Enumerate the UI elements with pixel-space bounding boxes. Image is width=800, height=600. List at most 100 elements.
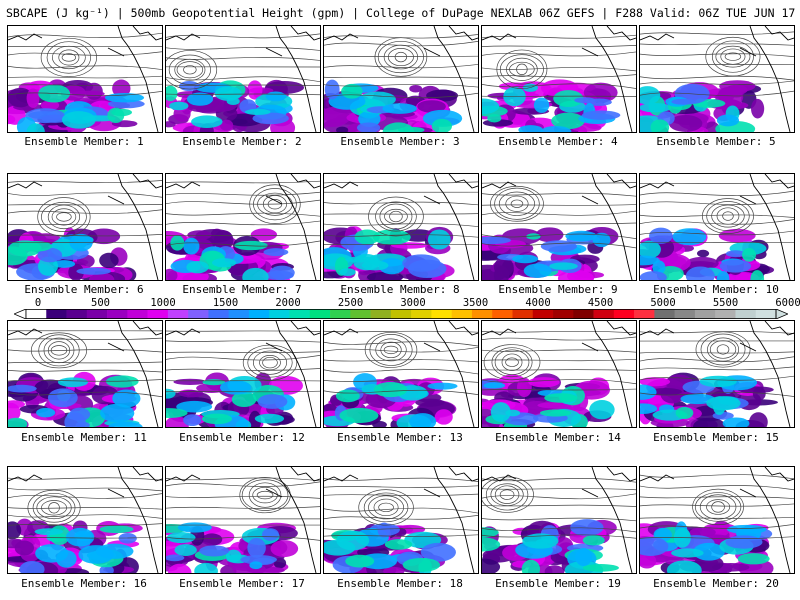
colorbar-tick-label: 1000 — [150, 297, 176, 309]
colorbar-swatch — [532, 309, 554, 319]
coastline — [166, 321, 320, 427]
ensemble-member-map — [639, 466, 795, 574]
ensemble-member-caption: Ensemble Member: 8 — [340, 283, 460, 296]
height-contours — [640, 331, 794, 397]
colorbar-tick-label: 2000 — [275, 297, 301, 309]
colorbar-swatch — [370, 309, 392, 319]
coastline — [8, 26, 162, 132]
ensemble-member-caption: Ensemble Member: 17 — [179, 577, 305, 590]
sbcape-shading — [640, 80, 765, 132]
ensemble-member-caption: Ensemble Member: 15 — [653, 431, 779, 444]
ensemble-member-caption: Ensemble Member: 2 — [182, 135, 302, 148]
colorbar-tick-label: 5500 — [712, 297, 739, 309]
height-contours — [8, 180, 162, 243]
colorbar-swatch — [553, 309, 574, 319]
sbcape-shading — [324, 226, 455, 280]
map-title: SBCAPE (J kg⁻¹) | 500mb Geopotential Hei… — [6, 6, 800, 20]
colorbar-swatch — [694, 309, 716, 319]
sbcape-shading — [482, 373, 615, 427]
height-contours — [166, 180, 320, 247]
coastline — [8, 174, 162, 280]
ensemble-member-caption: Ensemble Member: 20 — [653, 577, 779, 590]
ensemble-member-map — [481, 25, 637, 133]
ensemble-member-caption: Ensemble Member: 19 — [495, 577, 621, 590]
ensemble-member-map — [165, 466, 321, 574]
sbcape-shading — [8, 371, 143, 427]
ensemble-member-caption: Ensemble Member: 13 — [337, 431, 463, 444]
colorbar-tick-label: 3500 — [462, 297, 489, 309]
coastline — [166, 26, 320, 132]
ensemble-member-caption: Ensemble Member: 18 — [337, 577, 463, 590]
coastline — [482, 321, 636, 427]
sbcape-shading — [8, 79, 145, 132]
colorbar-tick-label: 4000 — [525, 297, 551, 309]
ensemble-member-caption: Ensemble Member: 5 — [656, 135, 776, 148]
colorbar-swatch — [167, 309, 189, 319]
colorbar-swatch — [228, 309, 250, 319]
ensemble-member-map — [323, 25, 479, 133]
ensemble-member-caption: Ensemble Member: 3 — [340, 135, 460, 148]
ensemble-member-map — [7, 466, 163, 574]
height-contours — [482, 182, 636, 249]
colorbar-swatch — [46, 309, 67, 319]
height-contours — [482, 330, 636, 391]
coastline — [324, 174, 478, 280]
ensemble-member-caption: Ensemble Member: 12 — [179, 431, 305, 444]
ensemble-member-map — [323, 173, 479, 281]
colorbar-swatch — [735, 309, 757, 319]
ensemble-member-caption: Ensemble Member: 11 — [21, 431, 147, 444]
height-contours — [640, 182, 794, 244]
colorbar-tick-label: 3000 — [400, 297, 426, 309]
colorbar-tick-labels: 0 500 1000 1500 2000 2500 3000 3500 4000 4500 5000… — [12, 297, 800, 309]
colorbar-swatch — [390, 309, 412, 319]
sbcape-shading — [482, 519, 619, 573]
ensemble-member-map — [639, 25, 795, 133]
coastline — [482, 174, 636, 280]
ensemble-member-caption: Ensemble Member: 7 — [182, 283, 302, 296]
ensemble-member-map — [165, 320, 321, 428]
colorbar-swatch — [147, 309, 169, 319]
height-contours — [8, 330, 162, 398]
colorbar-swatch — [86, 309, 108, 319]
ensemble-member-caption: Ensemble Member: 1 — [24, 135, 144, 148]
ensemble-member-map — [481, 173, 637, 281]
colorbar-swatch — [330, 309, 351, 319]
ensemble-member-caption: Ensemble Member: 9 — [498, 283, 618, 296]
coastline — [324, 321, 478, 427]
colorbar-swatch — [512, 309, 534, 319]
ensemble-member-map — [481, 466, 637, 574]
height-contours — [166, 33, 320, 96]
colorbar-tick-label: 1500 — [212, 297, 239, 309]
sbcape-shading — [166, 79, 305, 132]
height-contours — [324, 477, 478, 537]
colorbar-swatch — [248, 309, 270, 319]
colorbar-swatch — [411, 309, 432, 319]
colorbar-swatch — [755, 309, 777, 319]
height-contours — [482, 34, 636, 98]
colorbar-swatch — [269, 309, 290, 319]
ensemble-member-map — [323, 320, 479, 428]
colorbar-swatch — [289, 309, 311, 319]
height-contours — [8, 32, 162, 96]
colorbar-swatch — [26, 309, 47, 319]
coastline — [640, 174, 794, 280]
height-contours — [324, 181, 478, 245]
height-contours — [640, 474, 794, 539]
colorbar-tick-label: 5000 — [650, 297, 676, 309]
coastline — [482, 467, 636, 573]
coastline — [8, 321, 162, 427]
ensemble-member-map — [7, 320, 163, 428]
coastline — [8, 467, 162, 573]
height-contours — [166, 477, 320, 541]
coastline — [166, 174, 320, 280]
height-contours — [324, 34, 478, 99]
coastline — [640, 467, 794, 573]
height-contours — [8, 477, 162, 539]
sbcape-shading — [8, 518, 143, 573]
colorbar-swatch — [66, 309, 88, 319]
colorbar-tick-label: 6000 — [775, 297, 800, 309]
coastline — [640, 26, 794, 132]
colorbar-swatch — [451, 309, 473, 319]
height-contours — [640, 31, 794, 97]
colorbar-tick-label: 2500 — [337, 297, 364, 309]
